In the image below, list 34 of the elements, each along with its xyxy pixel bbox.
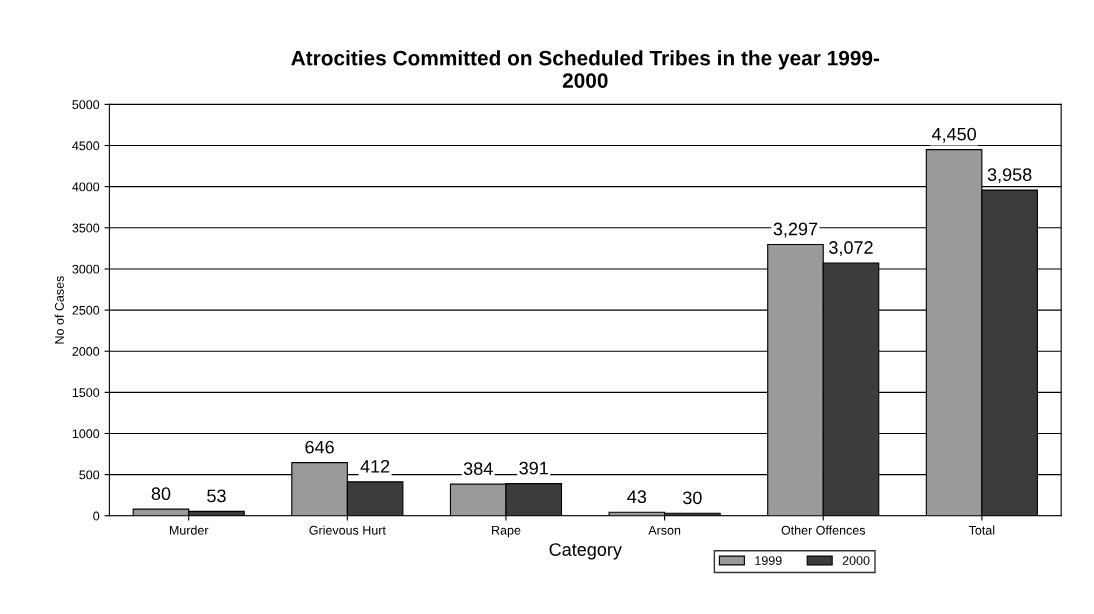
data-label: 412 — [360, 459, 390, 473]
data-label: 53 — [207, 489, 226, 503]
data-label: 4,450 — [931, 127, 976, 143]
data-label: 80 — [151, 487, 171, 501]
y-axis-title: No of Cases — [54, 276, 64, 344]
x-tick-label: Total — [968, 525, 995, 535]
data-label: 43 — [627, 490, 647, 504]
y-tick-label: 4500 — [72, 141, 100, 151]
legend-label: 2000 — [842, 556, 870, 565]
data-label: 3,072 — [829, 241, 873, 257]
y-tick-label: 2000 — [72, 347, 100, 356]
y-tick-label: 2500 — [72, 305, 100, 315]
y-tick-label: 1500 — [72, 388, 100, 397]
data-label: 3,958 — [987, 168, 1032, 184]
y-tick-label: 0 — [93, 511, 100, 521]
y-tick-label: 500 — [79, 470, 100, 480]
y-tick-label: 3500 — [72, 223, 100, 233]
y-tick-label: 1000 — [72, 429, 100, 439]
data-label: 646 — [305, 440, 334, 454]
data-label: 391 — [519, 461, 548, 475]
data-label: 3,297 — [773, 222, 818, 238]
y-tick-label: 4000 — [72, 182, 100, 192]
chart-title: Atrocities Committed on Scheduled Tribes in the year 1999- 2000 — [291, 50, 880, 88]
data-label: 384 — [463, 462, 493, 476]
x-tick-label: Other Offences — [781, 525, 866, 535]
x-tick-label: Arson — [648, 525, 681, 535]
x-axis-title: Category — [549, 543, 622, 560]
x-tick-label: Murder — [169, 525, 209, 535]
legend-label: 1999 — [755, 556, 782, 565]
data-label: 30 — [683, 491, 702, 505]
x-tick-label: Rape — [492, 525, 521, 538]
x-tick-label: Grievous Hurt — [309, 525, 386, 535]
y-tick-label: 5000 — [72, 100, 100, 110]
y-tick-label: 3000 — [72, 264, 100, 274]
